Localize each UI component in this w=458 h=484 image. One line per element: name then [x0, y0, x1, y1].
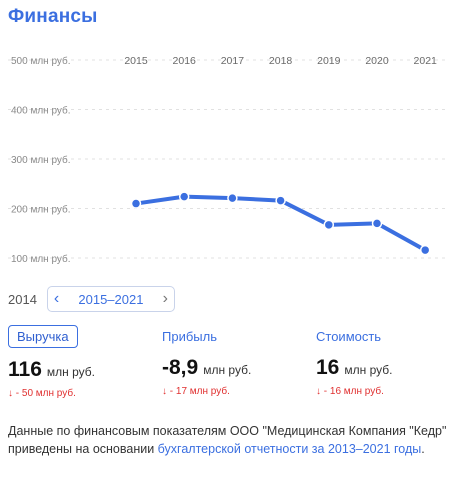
x-tick-label: 2017	[221, 55, 245, 67]
profit-unit: млн руб.	[203, 363, 252, 377]
revenue-delta: ↓ - 50 млн руб.	[8, 388, 76, 399]
y-gridline-label: 200 млн руб.	[11, 204, 71, 216]
footnote-end: .	[421, 442, 425, 456]
value-value: 16	[316, 356, 340, 379]
value-delta: ↓ - 16 млн руб.	[316, 386, 384, 397]
metric-value: Стоимость 16 млн руб. ↓ - 16 млн руб.	[316, 325, 392, 397]
metric-profit: Прибыль -8,9 млн руб. ↓ - 17 млн руб.	[162, 325, 251, 397]
chevron-right-icon[interactable]: ›	[162, 290, 168, 307]
data-point[interactable]	[130, 198, 142, 209]
revenue-unit: млн руб.	[46, 365, 95, 379]
y-gridline-label: 400 млн руб.	[11, 105, 71, 117]
y-gridline-label: 100 млн руб.	[11, 253, 71, 265]
chevron-left-icon[interactable]: ‹	[53, 290, 60, 307]
data-point[interactable]	[178, 191, 190, 202]
prev-year-label[interactable]: 2014	[8, 291, 37, 307]
value-unit: млн руб.	[344, 363, 393, 377]
range-box: ‹ 2015–2021 ›	[46, 286, 175, 312]
data-source-note: Данные по финансовым показателям ООО "Ме…	[8, 422, 448, 458]
section-title: Финансы	[8, 6, 98, 27]
x-tick-label: 2015	[124, 55, 148, 67]
range-label: 2015–2021	[78, 291, 144, 307]
tab-revenue[interactable]: Выручка	[8, 325, 78, 348]
revenue-chart: 500 млн руб. 400 млн руб. 300 млн руб. 200 …	[8, 55, 445, 265]
data-point[interactable]	[419, 244, 431, 256]
data-point[interactable]	[227, 192, 238, 204]
footnote-text: Данные по финансовым показателям ООО "Ме…	[8, 424, 447, 456]
profit-value: -8,9	[162, 356, 199, 379]
metric-revenue: Выручка 116 млн руб. ↓ - 50 млн руб.	[8, 325, 95, 399]
x-tick-label: 2016	[173, 55, 197, 67]
profit-delta: ↓ - 17 млн руб.	[162, 386, 230, 397]
accounting-report-link[interactable]: бухгалтерской отчетности за 2013–2021 го…	[157, 442, 422, 456]
y-gridline-label: 300 млн руб.	[11, 154, 71, 166]
x-tick-label: 2018	[269, 55, 293, 67]
tab-profit[interactable]: Прибыль	[162, 329, 217, 344]
data-point[interactable]	[275, 195, 286, 206]
x-tick-label: 2020	[365, 55, 389, 67]
x-tick-label: 2021	[414, 55, 438, 67]
tab-value[interactable]: Стоимость	[316, 329, 382, 344]
data-point[interactable]	[323, 219, 335, 231]
y-gridline-label: 500 млн руб.	[11, 55, 71, 67]
data-point[interactable]	[371, 218, 383, 229]
x-tick-label: 2019	[317, 55, 341, 67]
year-range-selector: 2014 ‹ 2015–2021 ›	[8, 285, 175, 313]
revenue-value: 116	[8, 358, 42, 381]
